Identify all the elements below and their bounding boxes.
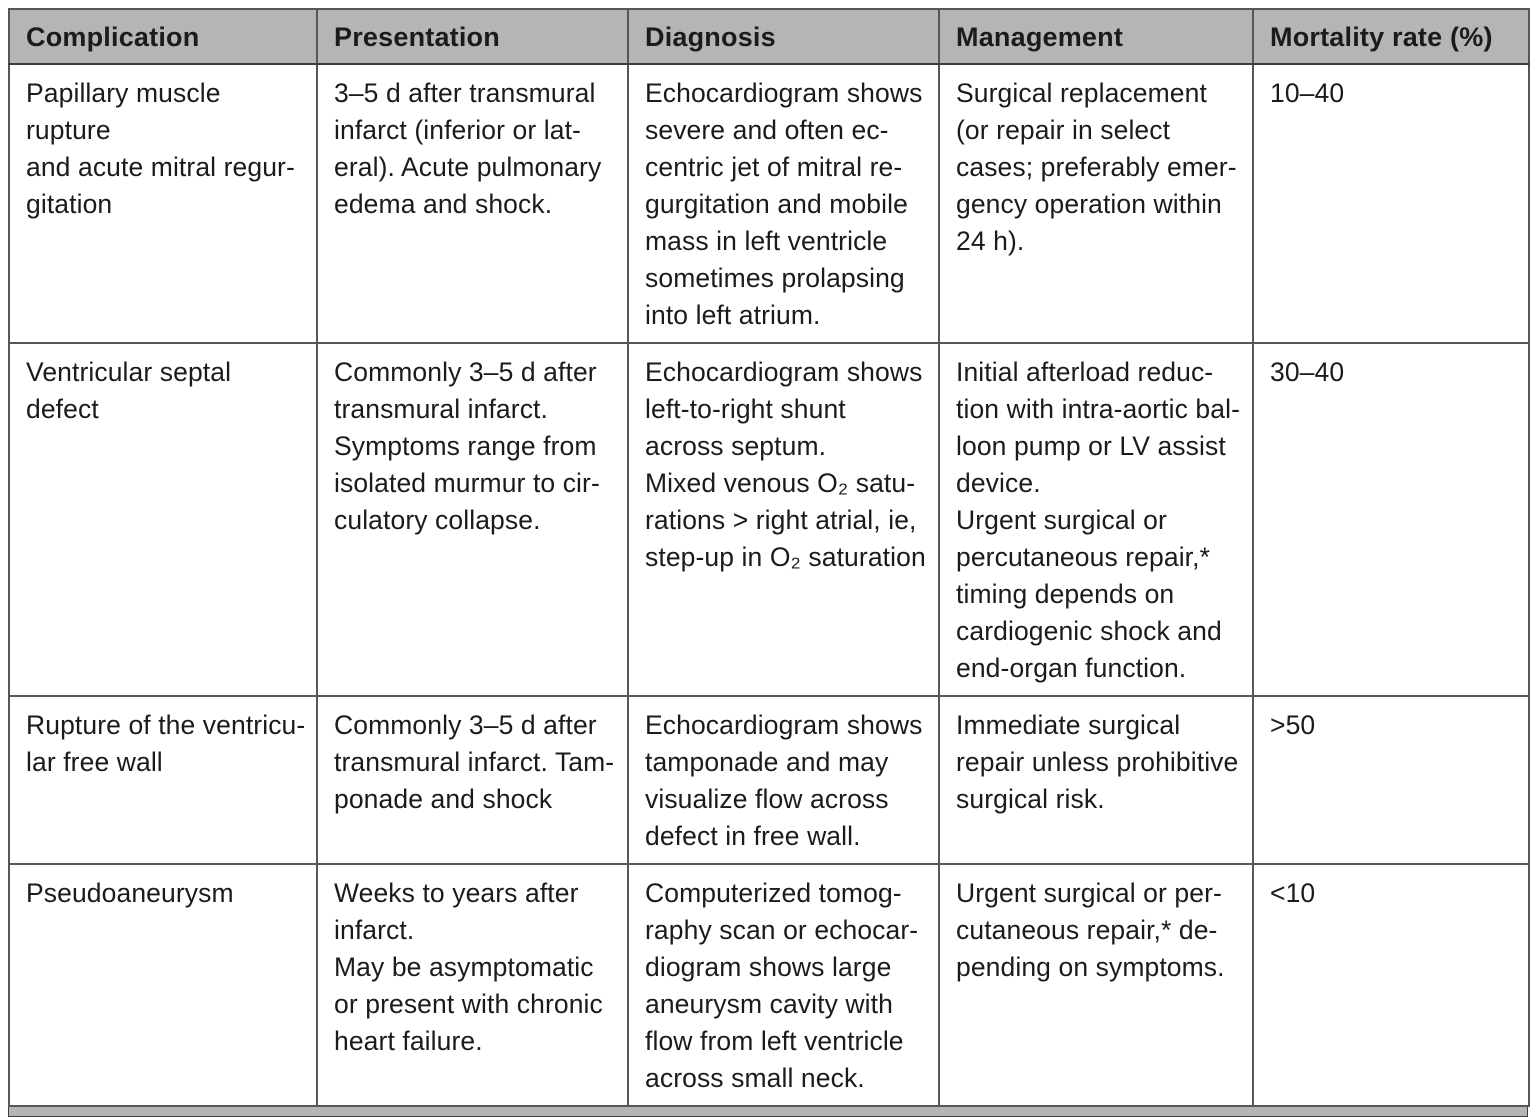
table-continuation-strip <box>8 1107 1528 1117</box>
cell-complication: Pseudoaneurysm <box>8 863 318 1107</box>
header-diagnosis: Diagnosis <box>627 8 940 65</box>
header-management: Management <box>938 8 1254 65</box>
header-row: Complication Presentation Diagnosis Mana… <box>8 8 1530 65</box>
cell-diagnosis: Computerized tomog- raphy scan or echoca… <box>627 863 940 1107</box>
cell-presentation: 3–5 d after transmural infarct (inferior… <box>316 63 629 344</box>
cell-complication: Ventricular septal defect <box>8 342 318 697</box>
cell-diagnosis: Echocardiogram shows left-to-right shunt… <box>627 342 940 697</box>
cell-complication: Rupture of the ventricu- lar free wall <box>8 695 318 865</box>
cell-mortality-rate: >50 <box>1252 695 1530 865</box>
cell-complication: Papillary muscle rupture and acute mitra… <box>8 63 318 344</box>
table-row-ventricular-septal-defect: Ventricular septal defect Commonly 3–5 d… <box>8 342 1530 697</box>
header-mortality-rate: Mortality rate (%) <box>1252 8 1530 65</box>
cell-management: Initial afterload reduc- tion with intra… <box>938 342 1254 697</box>
complications-table: Complication Presentation Diagnosis Mana… <box>8 8 1530 1107</box>
table-row-pseudoaneurysm: Pseudoaneurysm Weeks to years after infa… <box>8 863 1530 1107</box>
cell-mortality-rate: 30–40 <box>1252 342 1530 697</box>
cell-mortality-rate: 10–40 <box>1252 63 1530 344</box>
table-row-free-wall-rupture: Rupture of the ventricu- lar free wall C… <box>8 695 1530 865</box>
cell-presentation: Commonly 3–5 d after transmural infarct.… <box>316 695 629 865</box>
cell-presentation: Weeks to years after infarct. May be asy… <box>316 863 629 1107</box>
cell-management: Surgical replacement (or repair in selec… <box>938 63 1254 344</box>
cell-mortality-rate: <10 <box>1252 863 1530 1107</box>
table-row-papillary-muscle-rupture: Papillary muscle rupture and acute mitra… <box>8 63 1530 344</box>
header-presentation: Presentation <box>316 8 629 65</box>
cell-presentation: Commonly 3–5 d after transmural infarct.… <box>316 342 629 697</box>
cell-management: Immediate surgical repair unless prohibi… <box>938 695 1254 865</box>
cell-diagnosis: Echocardiogram shows severe and often ec… <box>627 63 940 344</box>
cell-management: Urgent surgical or per- cutaneous repair… <box>938 863 1254 1107</box>
cell-diagnosis: Echocardiogram shows tamponade and may v… <box>627 695 940 865</box>
header-complication: Complication <box>8 8 318 65</box>
